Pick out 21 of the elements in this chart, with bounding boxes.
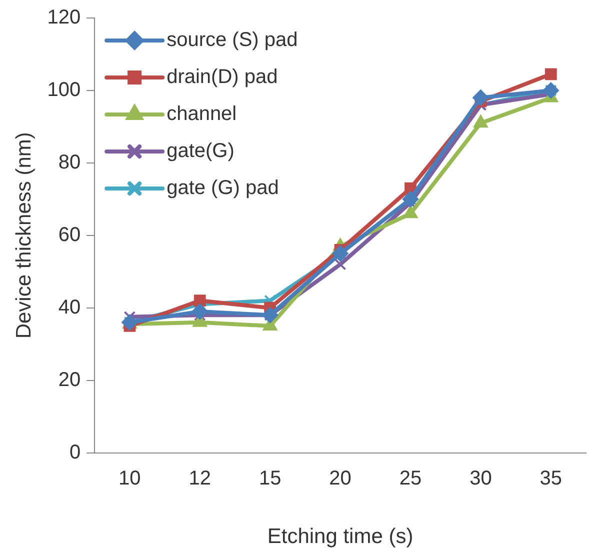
x-tick-label: 10	[118, 467, 141, 490]
legend-label: gate (G) pad	[166, 177, 279, 200]
x-tick-label: 30	[470, 467, 492, 490]
legend-label: drain(D) pad	[166, 66, 278, 88]
x-axis-title: Etching time (s)	[267, 525, 414, 548]
legend-label: gate(G)	[166, 140, 234, 162]
legend-label: source (S) pad	[166, 29, 298, 52]
y-tick-label: 80	[58, 151, 81, 174]
y-tick-label: 0	[69, 441, 81, 464]
x-tick-label: 15	[258, 467, 282, 490]
y-tick-label: 40	[58, 296, 81, 318]
y-tick-label: 100	[47, 78, 81, 101]
x-tick-label: 25	[399, 467, 422, 490]
x-tick-label: 35	[540, 467, 562, 490]
x-tick-label: 20	[329, 467, 352, 490]
legend-label: channel	[166, 103, 237, 126]
y-tick-label: 120	[47, 6, 81, 29]
y-tick-label: 20	[58, 368, 81, 391]
y-tick-label: 60	[58, 224, 81, 246]
x-tick-label: 12	[188, 467, 211, 490]
y-axis-title: Device thickness (nm)	[12, 132, 36, 339]
